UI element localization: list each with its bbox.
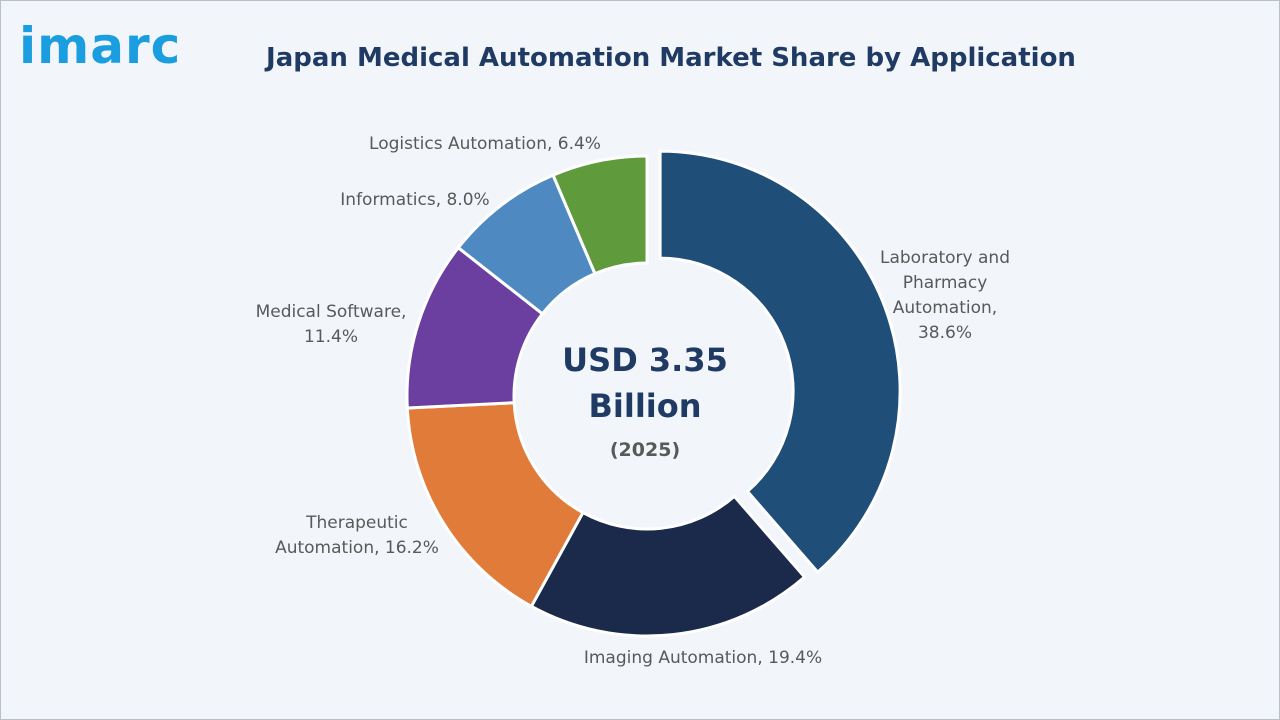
label-informatics: Informatics, 8.0% (340, 190, 489, 210)
label-therapeutic-automation: Therapeutic Automation, 16.2% (275, 513, 439, 558)
center-year: (2025) (610, 439, 680, 461)
label-logistics-automation: Logistics Automation, 6.4% (369, 134, 601, 154)
slice-laboratory-and-pharmacy-automation (658, 149, 902, 575)
label-medical-software: Medical Software, 11.4% (256, 302, 407, 347)
center-value-line1: USD 3.35 (562, 341, 728, 379)
slice-imaging-automation (529, 494, 807, 638)
center-value-line2: Billion (588, 387, 701, 425)
label-imaging-automation: Imaging Automation, 19.4% (584, 648, 822, 668)
chart-title: Japan Medical Automation Market Share by… (266, 43, 1076, 73)
imarc-logo: imarc (19, 17, 182, 75)
label-laboratory-and-pharmacy-automation: Laboratory and Pharmacy Automation, 38.6% (880, 248, 1010, 343)
slice-logistics-automation (551, 154, 649, 276)
